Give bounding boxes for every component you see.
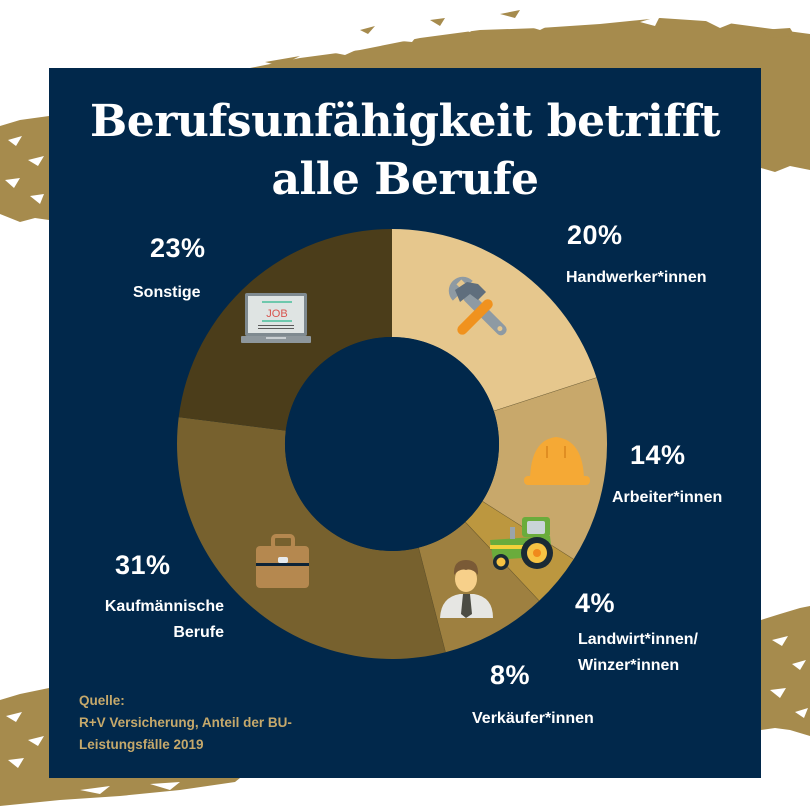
- segment-kaufmaennisch[interactable]: [177, 417, 446, 659]
- source-note: Quelle: R+V Versicherung, Anteil der BU-…: [79, 690, 292, 756]
- verkaeufer-percent: 8%: [490, 660, 531, 690]
- source-line-1: R+V Versicherung, Anteil der BU-: [79, 715, 292, 730]
- tractor-icon: [490, 517, 553, 570]
- segment-verkaeufer[interactable]: [418, 522, 540, 653]
- handwerker-label: Handwerker*innen: [566, 269, 707, 286]
- landwirt-label-line-2: Winzer*innen: [578, 657, 680, 674]
- source-heading: Quelle:: [79, 693, 125, 708]
- chart-title: Berufsunfähigkeit betrifft alle Berufe: [49, 93, 761, 209]
- sonstige-percent: 23%: [150, 233, 206, 263]
- laptop-job-text: JOB: [266, 308, 287, 320]
- arbeiter-percent: 14%: [630, 440, 686, 470]
- kaufmaennisch-label-line-2: Berufe: [173, 624, 224, 641]
- landwirt-percent: 4%: [575, 588, 616, 618]
- tools-icon: [448, 276, 507, 336]
- verkaeufer-label: Verkäufer*innen: [472, 710, 594, 727]
- sonstige-label: Sonstige: [133, 284, 201, 301]
- salesperson-icon: [440, 560, 493, 618]
- kaufmaennisch-label-line-1: Kaufmännische: [104, 598, 224, 615]
- laptop-job-icon: JOB: [241, 293, 311, 343]
- arbeiter-label: Arbeiter*innen: [612, 489, 723, 506]
- hard-hat-icon: [524, 437, 590, 485]
- handwerker-percent: 20%: [567, 220, 623, 250]
- donut-hole: [285, 337, 499, 551]
- landwirt-label-line-1: Landwirt*innen/: [578, 631, 698, 648]
- title-line-1: Berufsunfähigkeit betrifft: [90, 96, 720, 147]
- source-line-2: Leistungsfälle 2019: [79, 737, 204, 752]
- briefcase-icon: [256, 534, 309, 588]
- title-line-2: alle Berufe: [271, 154, 539, 205]
- kaufmaennisch-percent: 31%: [115, 550, 171, 580]
